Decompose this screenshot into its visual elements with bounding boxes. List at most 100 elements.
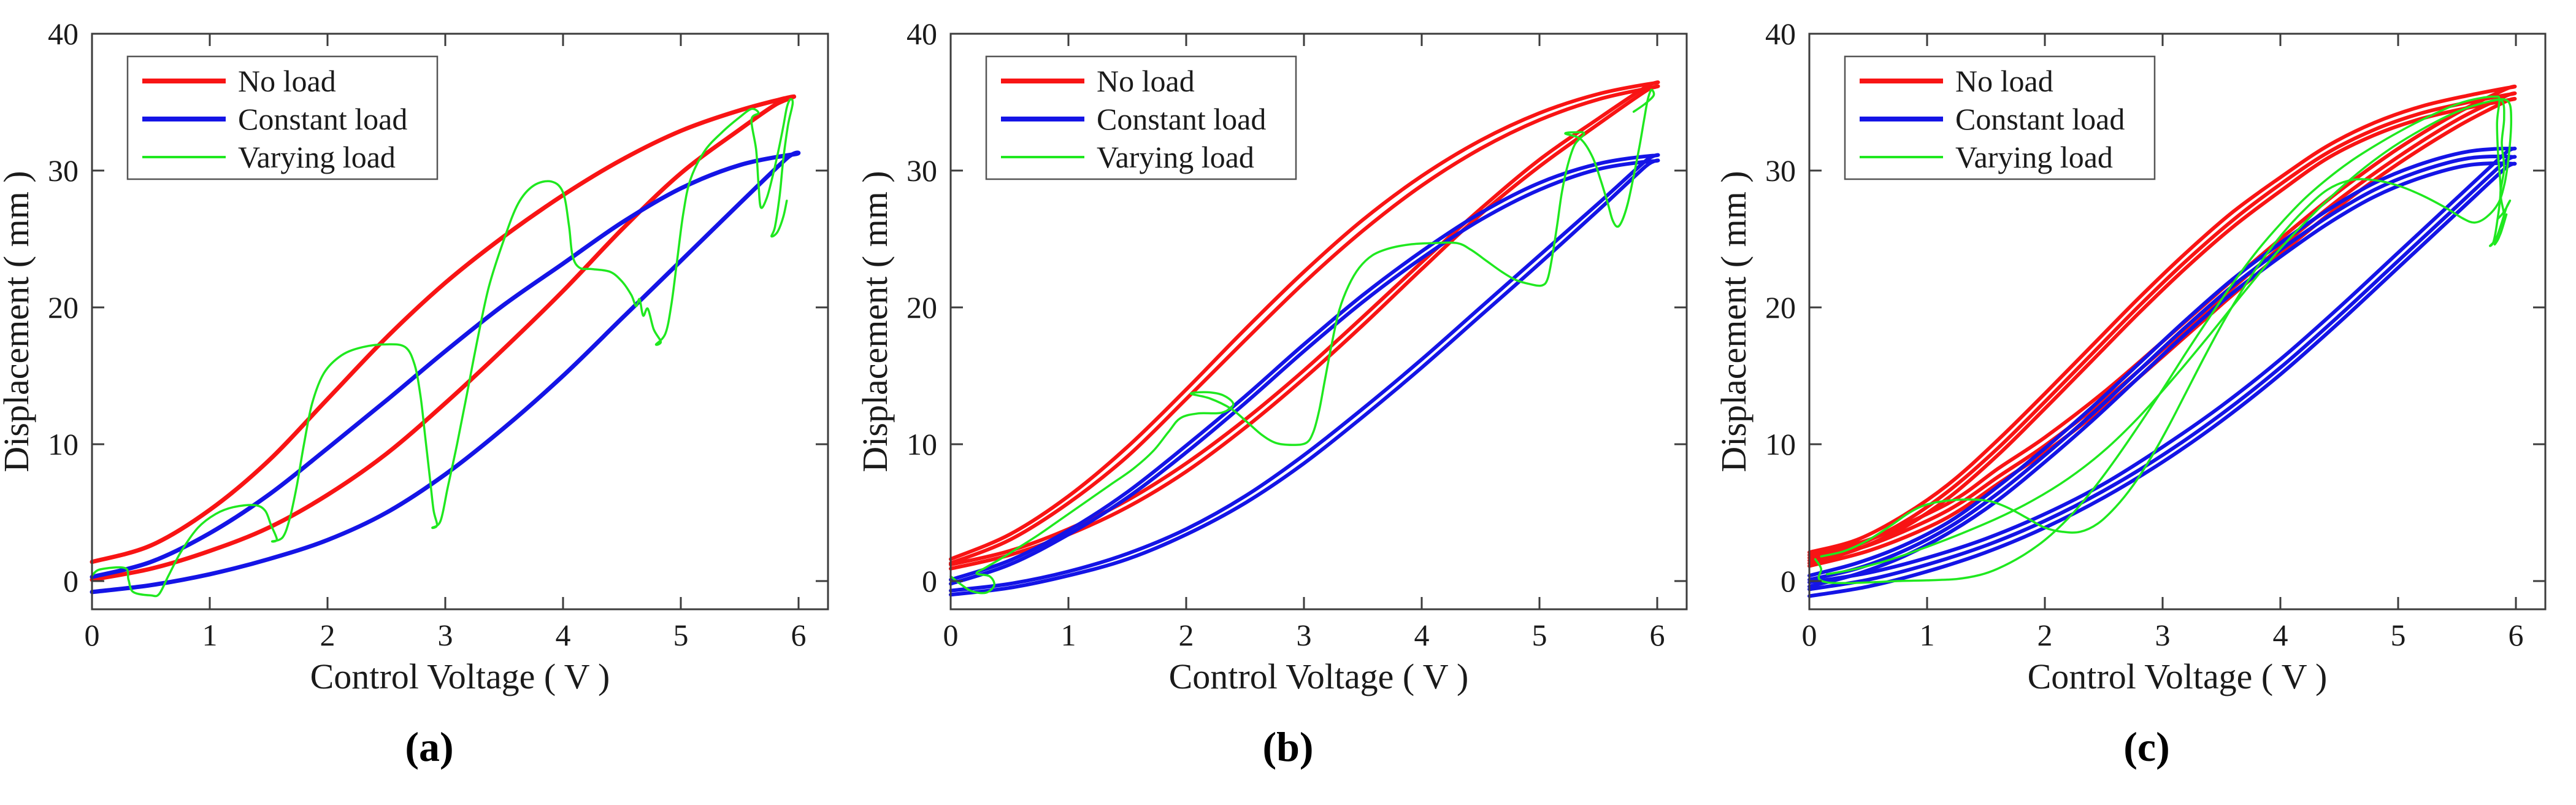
y-axis-label: Displacement ( mm ) xyxy=(859,171,895,472)
x-tick-label: 2 xyxy=(1179,618,1194,652)
series-constant-load-path xyxy=(1807,161,2517,598)
x-tick-label: 5 xyxy=(673,618,689,652)
panel-b: 0 1 2 3 4 5 6 0 10 20 30 40 Control Voltage ( V ) Dis… xyxy=(859,0,1717,805)
y-tick-label: 20 xyxy=(48,290,79,325)
series-no-load xyxy=(949,80,1660,571)
x-tick-label: 1 xyxy=(1920,618,1935,652)
legend-label-constant-load: Constant load xyxy=(1097,102,1266,136)
legend-label-no-load: No load xyxy=(238,64,336,98)
x-tick-label: 0 xyxy=(85,618,100,652)
y-axis-ticks: 0 10 20 30 40 xyxy=(1765,17,2545,598)
series-constant-load xyxy=(949,153,1660,597)
series-no-load xyxy=(1807,84,2517,568)
series-no-load-path xyxy=(1807,84,2517,557)
series-no-load-path xyxy=(1807,91,2517,563)
x-tick-label: 2 xyxy=(2037,618,2053,652)
legend-label-varying-load: Varying load xyxy=(238,140,396,174)
x-tick-label: 4 xyxy=(1414,618,1430,652)
x-tick-label: 5 xyxy=(1532,618,1547,652)
series-constant-load-path xyxy=(90,150,801,595)
legend: No load Constant load Varying load xyxy=(1844,55,2156,180)
y-tick-label: 30 xyxy=(1765,153,1796,188)
x-tick-label: 3 xyxy=(2155,618,2171,652)
x-axis-label: Control Voltage ( V ) xyxy=(310,657,610,696)
legend: No load Constant load Varying load xyxy=(126,55,439,180)
x-axis-ticks: 0 1 2 3 4 5 6 xyxy=(1802,34,2524,652)
series-constant-load-path xyxy=(1807,146,2517,585)
plot-box xyxy=(1808,33,2547,610)
y-tick-label: 40 xyxy=(1765,17,1796,51)
x-tick-label: 1 xyxy=(202,618,218,652)
x-tick-label: 6 xyxy=(791,618,807,652)
series-no-load-path xyxy=(90,94,797,582)
series-varying-load-path xyxy=(1820,98,2513,558)
y-tick-label: 20 xyxy=(1765,290,1796,325)
plot-box xyxy=(949,33,1688,610)
chart-b: 0 1 2 3 4 5 6 0 10 20 30 40 Control Voltage ( V ) Dis… xyxy=(859,17,1688,696)
x-axis-label: Control Voltage ( V ) xyxy=(1169,657,1469,696)
y-axis-label: Displacement ( mm ) xyxy=(1717,171,1754,472)
y-tick-label: 30 xyxy=(48,153,79,188)
y-tick-label: 10 xyxy=(48,427,79,461)
series-constant-load xyxy=(1807,146,2517,598)
series-constant-load xyxy=(90,150,801,595)
y-axis-ticks: 0 10 20 30 40 xyxy=(48,17,828,598)
legend-label-varying-load: Varying load xyxy=(1955,140,2113,174)
caption-a: (a) xyxy=(0,706,859,805)
legend: No load Constant load Varying load xyxy=(985,55,1297,180)
x-tick-label: 5 xyxy=(2391,618,2406,652)
y-tick-label: 10 xyxy=(1765,427,1796,461)
y-tick-label: 40 xyxy=(907,17,937,51)
y-tick-label: 0 xyxy=(1781,564,1796,598)
series-no-load-path xyxy=(949,80,1660,567)
x-axis-ticks: 0 1 2 3 4 5 6 xyxy=(85,34,807,652)
caption-c-label: (c) xyxy=(2123,723,2170,770)
y-tick-label: 20 xyxy=(907,290,937,325)
chart-c: 0 1 2 3 4 5 6 0 10 20 30 40 Control Voltage ( V ) Dis… xyxy=(1717,17,2547,696)
x-tick-label: 0 xyxy=(1802,618,1817,652)
series-varying-load xyxy=(949,88,1655,595)
series-varying-load-path xyxy=(1826,98,2508,576)
caption-b: (b) xyxy=(859,706,1717,805)
panel-c: 0 1 2 3 4 5 6 0 10 20 30 40 Control Voltage ( V ) Dis… xyxy=(1717,0,2576,805)
legend-label-no-load: No load xyxy=(1955,64,2053,98)
y-tick-label: 30 xyxy=(907,153,937,188)
y-tick-label: 0 xyxy=(922,564,937,598)
y-axis-ticks: 0 10 20 30 40 xyxy=(907,17,1687,598)
series-group xyxy=(949,80,1660,597)
x-tick-label: 4 xyxy=(2273,618,2288,652)
x-tick-label: 2 xyxy=(320,618,335,652)
series-constant-load-path xyxy=(949,158,1660,597)
legend-label-no-load: No load xyxy=(1097,64,1195,98)
caption-b-label: (b) xyxy=(1262,723,1314,770)
x-tick-label: 6 xyxy=(2509,618,2524,652)
caption-c: (c) xyxy=(1717,706,2576,805)
series-no-load-path xyxy=(1807,96,2517,568)
y-tick-label: 10 xyxy=(907,427,937,461)
y-tick-label: 40 xyxy=(48,17,79,51)
chart-a: 0 1 2 3 4 5 6 0 10 20 30 40 Control Voltage ( V ) Dis… xyxy=(0,17,829,696)
x-tick-label: 3 xyxy=(438,618,453,652)
legend-label-varying-load: Varying load xyxy=(1097,140,1254,174)
legend-label-constant-load: Constant load xyxy=(1955,102,2125,136)
series-group xyxy=(90,94,801,598)
legend-label-constant-load: Constant load xyxy=(238,102,407,136)
panel-a: 0 1 2 3 4 5 6 0 10 20 30 40 Control Voltage ( V ) Dis… xyxy=(0,0,859,805)
series-no-load-path xyxy=(949,84,1660,571)
x-axis-label: Control Voltage ( V ) xyxy=(2028,657,2328,696)
x-tick-label: 6 xyxy=(1650,618,1665,652)
x-axis-ticks: 0 1 2 3 4 5 6 xyxy=(943,34,1665,652)
series-varying-load xyxy=(91,98,794,598)
y-axis-label: Displacement ( mm ) xyxy=(0,171,36,472)
caption-a-label: (a) xyxy=(405,723,454,770)
x-tick-label: 0 xyxy=(943,618,959,652)
x-tick-label: 1 xyxy=(1061,618,1076,652)
series-varying-load-path xyxy=(949,88,1655,595)
x-tick-label: 3 xyxy=(1297,618,1312,652)
series-constant-load-path xyxy=(949,153,1660,593)
series-varying-load-path xyxy=(91,98,794,598)
x-tick-label: 4 xyxy=(556,618,571,652)
plot-box xyxy=(91,33,829,610)
series-group xyxy=(1807,84,2517,598)
